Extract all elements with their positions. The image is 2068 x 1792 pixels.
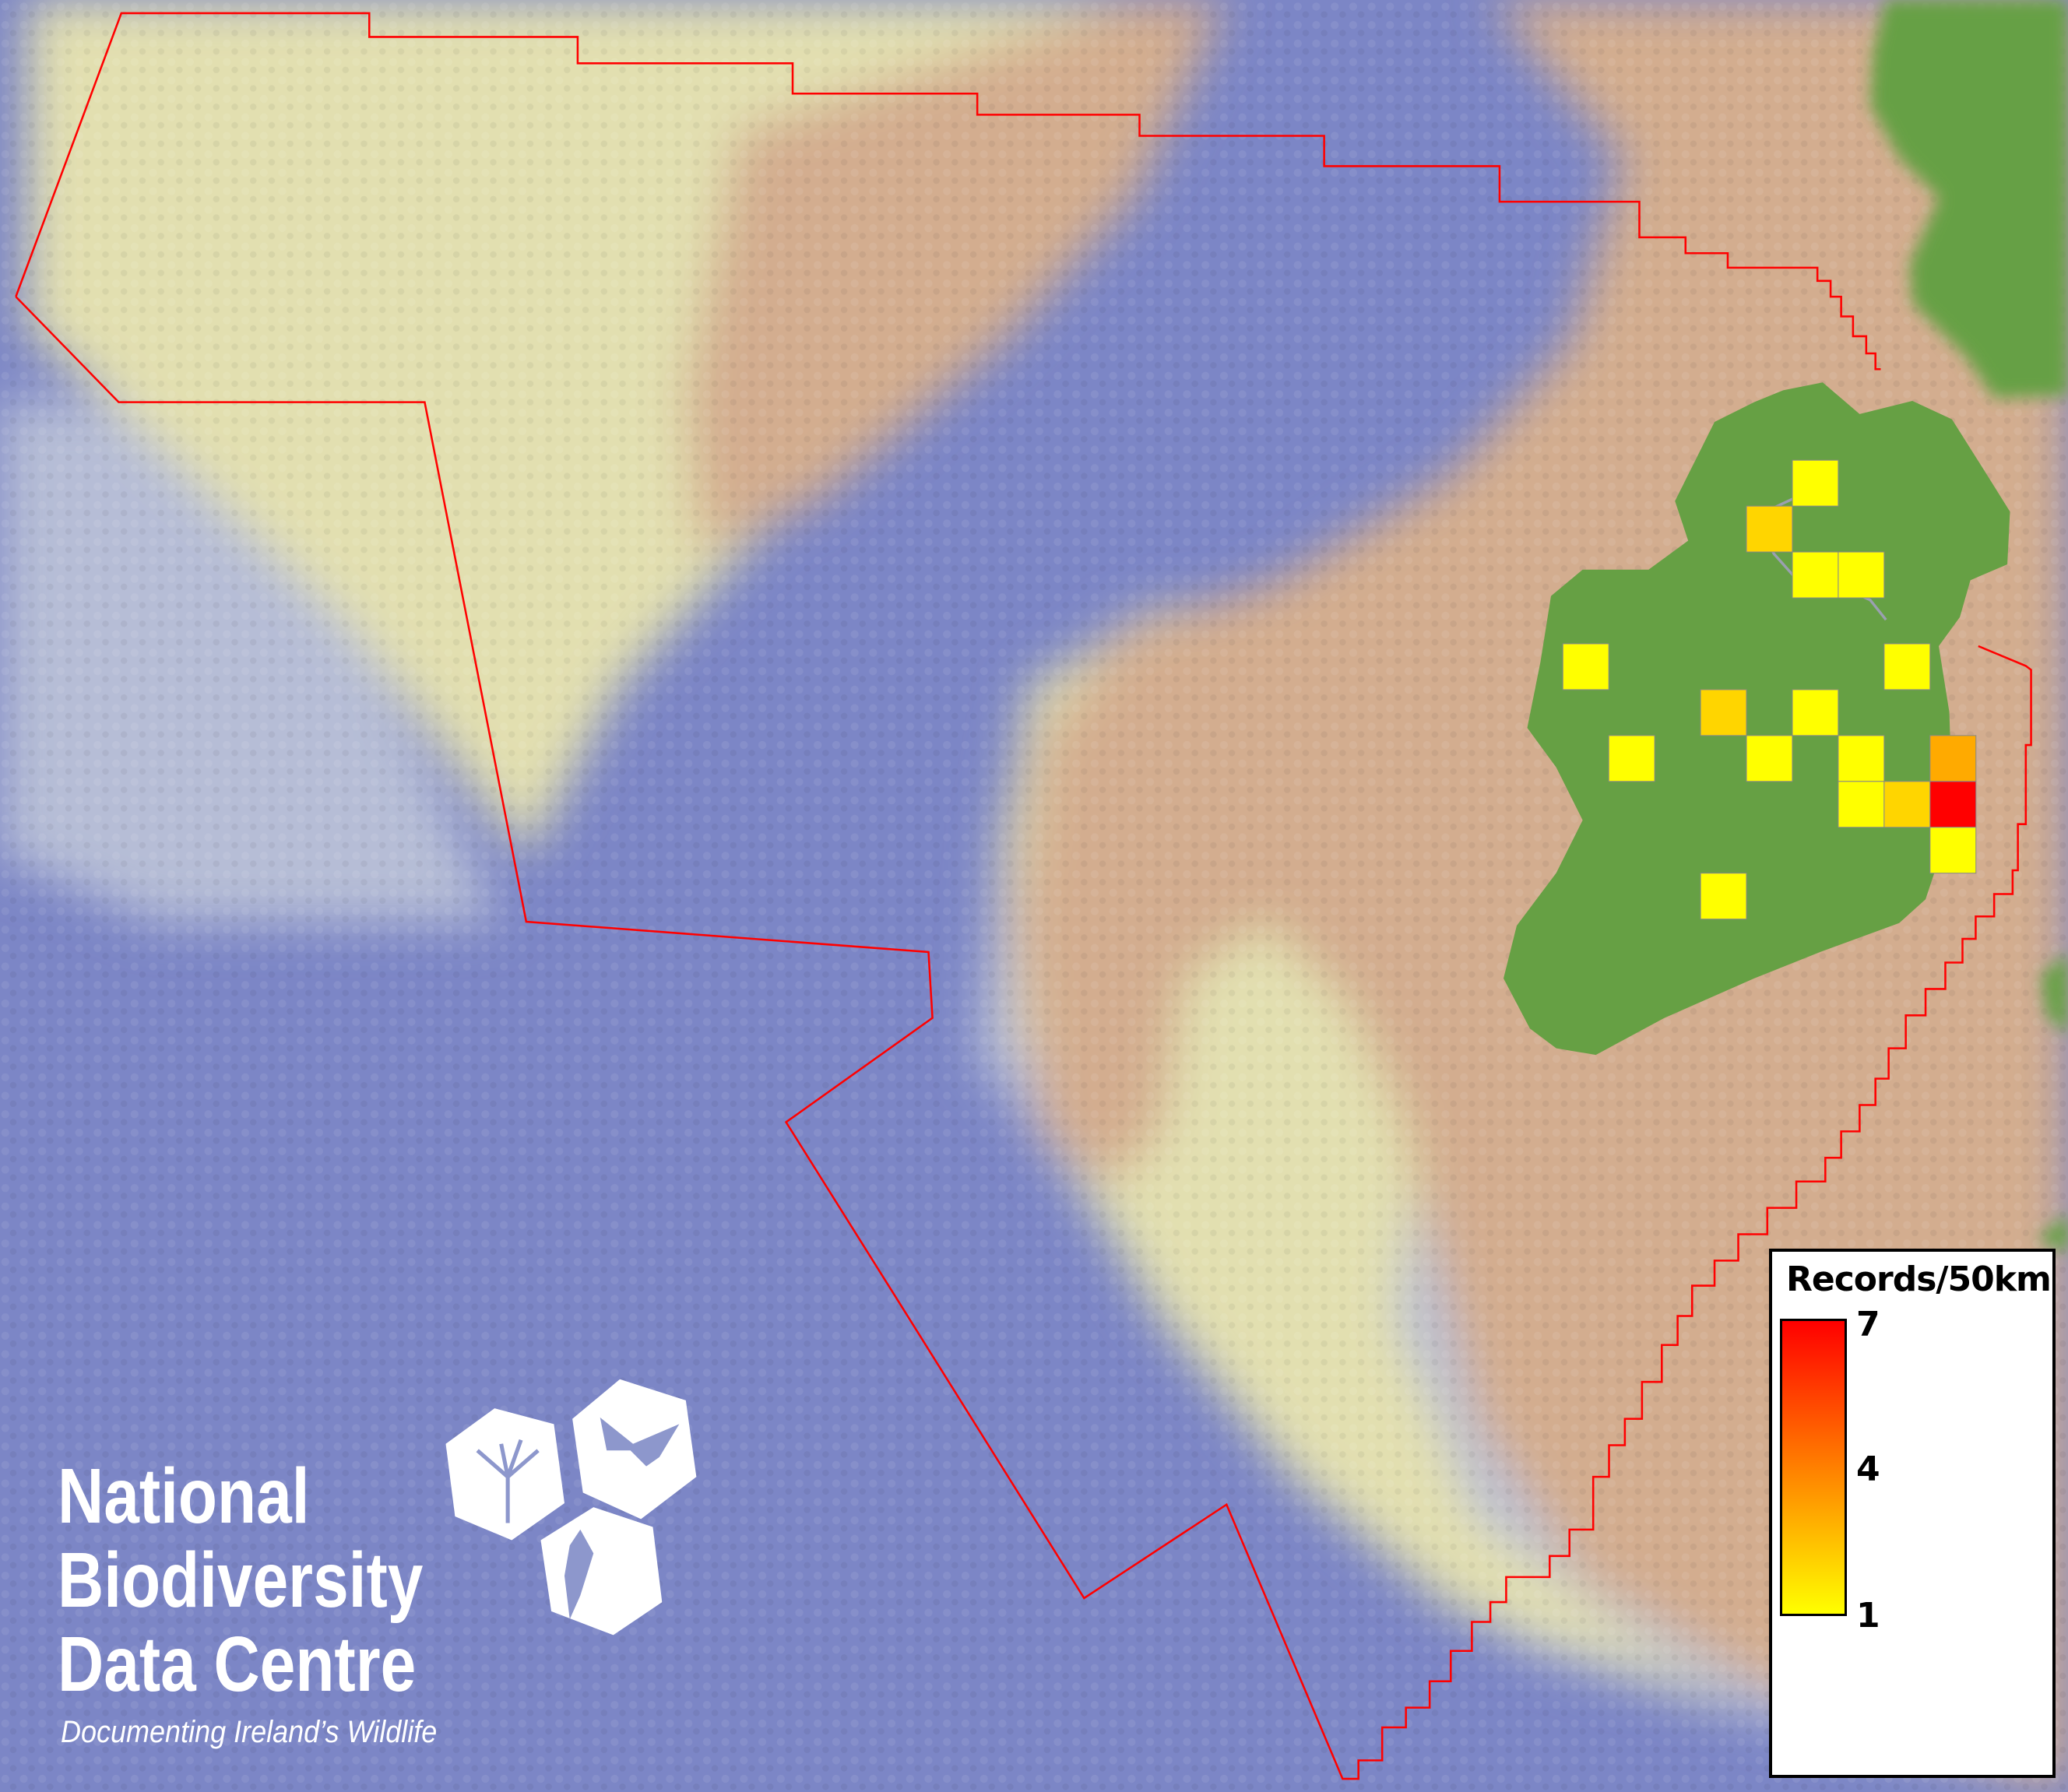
scotland-land: [1869, 0, 2068, 1253]
grid-cell: [1838, 735, 1885, 782]
grid-cell: [1746, 505, 1793, 553]
grid-cell: [1746, 735, 1793, 782]
tree-icon: [476, 1439, 540, 1523]
grid-cell: [1838, 781, 1885, 828]
boundary-line-north: [15, 12, 1881, 371]
records-grid: [1562, 459, 1977, 920]
legend-title: Records/50km: [1786, 1260, 2052, 1299]
grid-cell: [1929, 781, 1977, 828]
grid-cell: [1929, 735, 1977, 782]
boundary-line-west: [15, 296, 2032, 1780]
grid-cell: [1792, 689, 1839, 736]
grid-cell: [1700, 689, 1747, 736]
legend-tick-max: 7: [1856, 1305, 1880, 1344]
grid-cell: [1792, 551, 1839, 599]
grid-cell: [1929, 827, 1977, 874]
butterfly-icon: [600, 1417, 680, 1467]
grid-cell: [1792, 459, 1839, 507]
logo-line-national: National: [58, 1453, 310, 1540]
seahorse-icon: [564, 1529, 594, 1620]
logo-tagline: Documenting Ireland’s Wildlife: [61, 1715, 438, 1749]
ireland-land: [1504, 382, 2010, 1056]
legend-tick-mid: 4: [1856, 1449, 1880, 1489]
legend: Records/50km 7 4 1: [1769, 1249, 2056, 1778]
logo-emblem: [445, 1379, 697, 1636]
legend-color-ramp: [1780, 1319, 1847, 1616]
legend-tick-min: 1: [1856, 1596, 1880, 1636]
grid-cell: [1700, 873, 1747, 920]
grid-cell: [1562, 643, 1609, 690]
logo-line-biodiversity: Biodiversity: [58, 1537, 424, 1624]
grid-cell: [1883, 781, 1931, 828]
logo-line-data-centre: Data Centre: [58, 1621, 417, 1708]
grid-cell: [1608, 735, 1655, 782]
grid-cell: [1883, 643, 1931, 690]
grid-cell: [1838, 551, 1885, 599]
